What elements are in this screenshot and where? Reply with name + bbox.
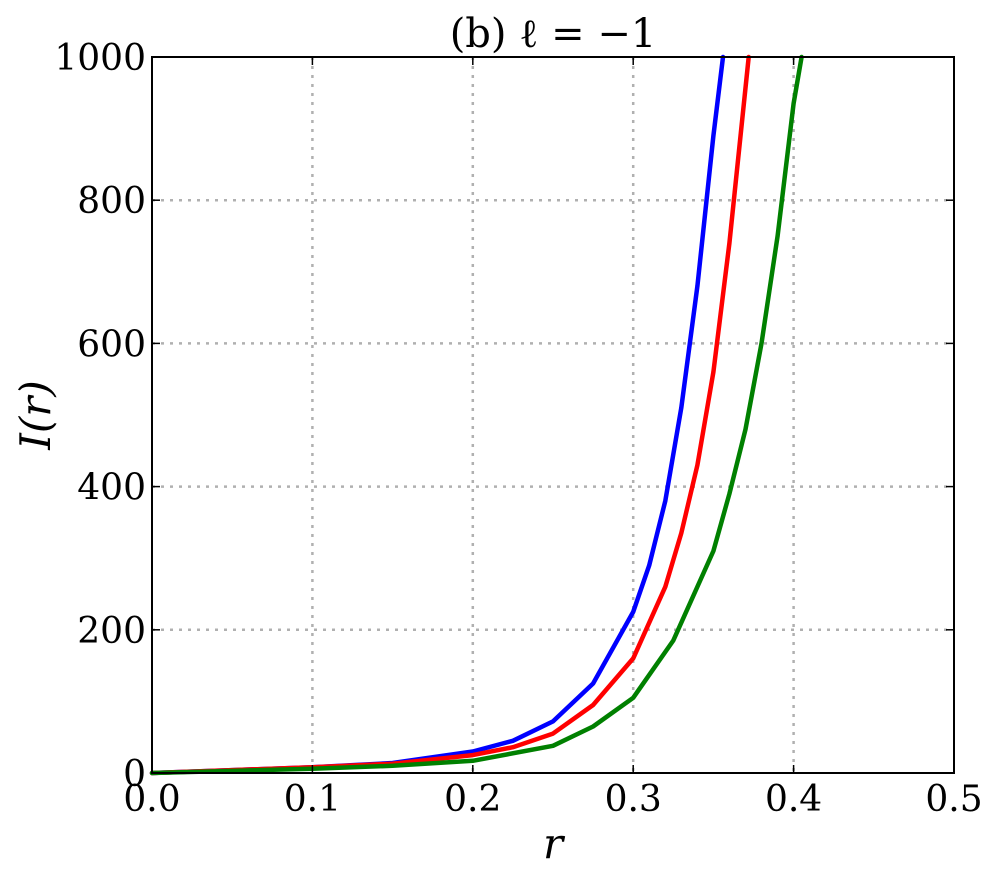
y-tick-label: 1000 [54, 38, 146, 79]
y-axis-label: I(r) [11, 380, 60, 450]
x-tick-label: 0.1 [284, 779, 341, 820]
tick-labels: 0.0 0.1 0.2 0.3 0.4 0.5 0 200 400 600 800 1000 [54, 38, 982, 820]
y-tick-label: 0 [123, 754, 146, 795]
x-tick-label: 0.0 [123, 779, 180, 820]
y-tick-label: 200 [77, 611, 146, 652]
series-line-1 [149, 54, 726, 776]
x-tick-label: 0.5 [925, 779, 982, 820]
x-tick-label: 0.3 [605, 779, 662, 820]
x-tick-label: 0.2 [444, 779, 501, 820]
series-line-2 [149, 54, 751, 776]
plot-frame [151, 56, 955, 774]
x-axis-label: r [543, 819, 566, 868]
series-group [149, 54, 804, 776]
ticks [151, 56, 955, 774]
x-tick-label: 0.4 [765, 779, 822, 820]
chart-title: (b) ℓ = −1 [450, 11, 657, 57]
y-tick-label: 600 [77, 324, 146, 365]
series-line-3 [149, 54, 804, 776]
y-tick-label: 800 [77, 181, 146, 222]
grid [152, 57, 954, 773]
y-tick-label: 400 [77, 468, 146, 509]
